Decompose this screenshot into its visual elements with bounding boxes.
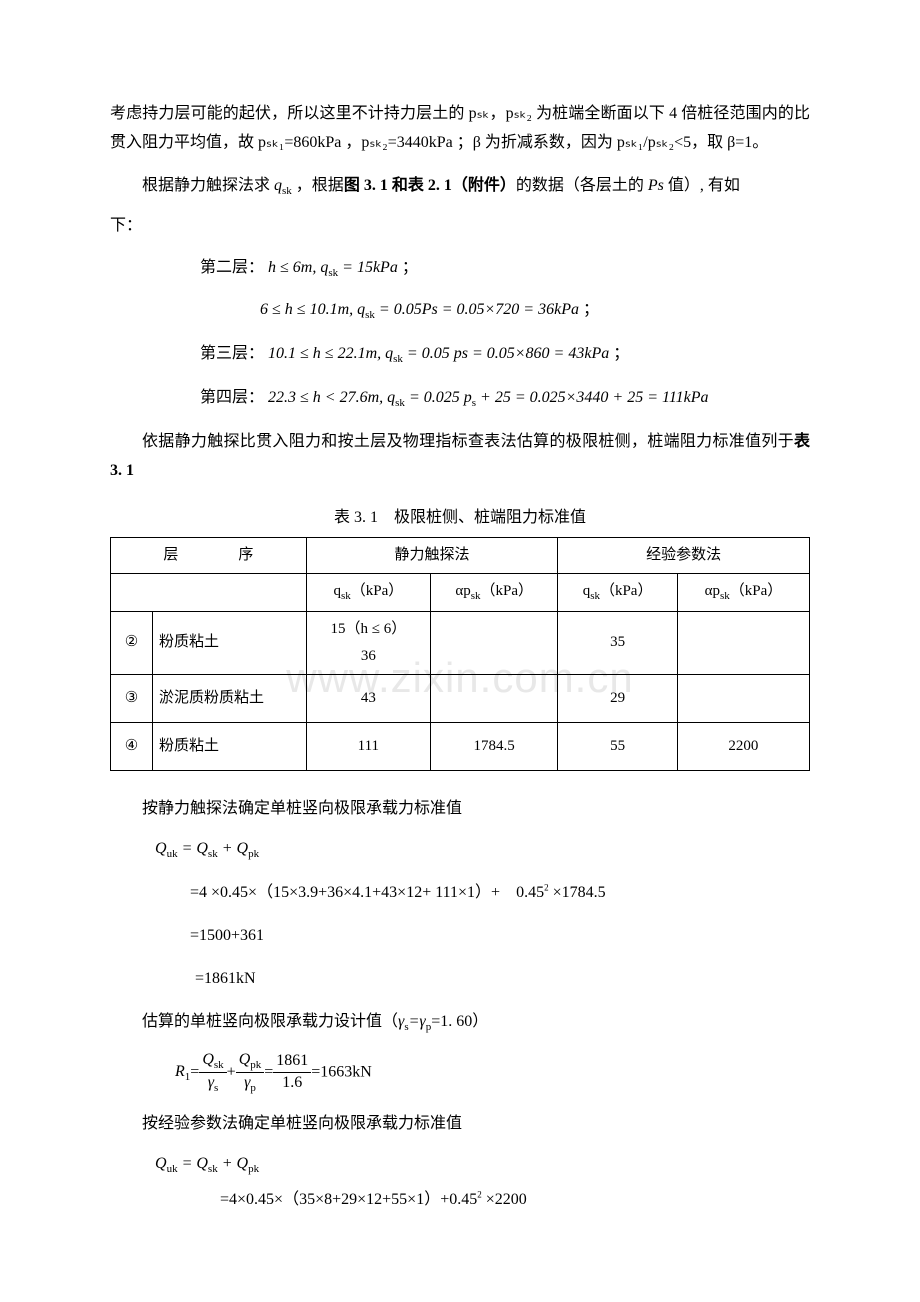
row-name: 淤泥质粉质粘土 <box>152 674 306 722</box>
p2-end: 值）, 有如 <box>668 177 740 194</box>
row-apsk2 <box>677 611 809 674</box>
eq1-line2: =4 ×0.45×（15×3.9+36×4.1+43×12+ 111×1）+ 0… <box>190 879 810 908</box>
row-apsk1: 1784.5 <box>431 722 558 770</box>
row-apsk2 <box>677 674 809 722</box>
table-row: ③ 淤泥质粉质粘土 43 29 <box>111 674 810 722</box>
row-num: ② <box>111 611 153 674</box>
row-qsk2: 55 <box>558 722 678 770</box>
section3-head: 按经验参数法确定单桩竖向极限承载力标准值 <box>110 1110 810 1139</box>
frac3: 18611.6 <box>273 1051 311 1094</box>
layer3-line: 第三层： 10.1 ≤ h ≤ 22.1m, qsk = 0.05 ps = 0… <box>200 340 810 370</box>
row-qsk1: 43 <box>306 674 430 722</box>
row-name: 粉质粘土 <box>152 722 306 770</box>
section1-head: 按静力触探法确定单桩竖向极限承载力标准值 <box>110 795 810 824</box>
eq2-r: R1 <box>175 1063 190 1080</box>
eq2: R1=Qskγs+Qpkγp=18611.6=1663kN <box>175 1050 810 1096</box>
s2-gamma: γs=γp <box>398 1013 431 1030</box>
row-qsk2: 35 <box>558 611 678 674</box>
th-empty <box>111 573 307 611</box>
row-name: 粉质粘土 <box>152 611 306 674</box>
table-row: ④ 粉质粘土 111 1784.5 55 2200 <box>111 722 810 770</box>
eq3-l2a: =4×0.45×（35×8+29×12+55×1）+ <box>220 1191 449 1208</box>
p2-mid: ，根据 <box>296 177 344 194</box>
th-apsk1: αpsk（kPa） <box>431 573 558 611</box>
p2-post: 的数据（各层土的 <box>516 177 644 194</box>
row-num: ③ <box>111 674 153 722</box>
eq1-line3: =1500+361 <box>190 922 810 951</box>
th-layer: 层 序 <box>111 537 307 573</box>
layer3-eq: 10.1 ≤ h ≤ 22.1m, qsk = 0.05 ps = 0.05×8… <box>268 345 609 362</box>
s2-val: =1. 60） <box>431 1013 488 1030</box>
eq1-l2c: ×1784.5 <box>549 884 606 901</box>
eq1-l2a: =4 ×0.45×（15×3.9+36×4.1+43×12+ 111×1）+ <box>190 884 516 901</box>
th-qsk2: qsk（kPa） <box>558 573 678 611</box>
frac1: Qskγs <box>199 1050 226 1096</box>
eq1-lhs: Quk = Qsk + Qpk <box>155 835 810 865</box>
paragraph-2: 根据静力触探法求 qsk ，根据图 3. 1 和表 2. 1（附件）的数据（各层… <box>110 172 810 202</box>
p2-bold: 图 3. 1 和表 2. 1（附件） <box>344 177 516 194</box>
row-qsk1: 15（h ≤ 6）36 <box>306 611 430 674</box>
table-row: ② 粉质粘土 15（h ≤ 6）36 35 <box>111 611 810 674</box>
row-apsk1 <box>431 611 558 674</box>
layer2-line2: 6 ≤ h ≤ 10.1m, qsk = 0.05Ps = 0.05×720 =… <box>260 296 810 326</box>
ps-var: Ps <box>644 177 668 194</box>
row-num: ④ <box>111 722 153 770</box>
section2-head: 估算的单桩竖向极限承载力设计值（γs=γp=1. 60） <box>110 1008 810 1038</box>
p2-pre: 根据静力触探法求 <box>142 177 270 194</box>
layer2-eq1: h ≤ 6m, qsk = 15kPa <box>268 259 398 276</box>
frac2: Qpkγp <box>236 1050 265 1096</box>
qsk-var: qsk <box>270 177 292 194</box>
eq3-l2b: 0.452 <box>449 1191 482 1208</box>
th-empirical: 经验参数法 <box>558 537 810 573</box>
layer4-label: 第四层： <box>200 389 264 406</box>
resistance-table: 层 序 静力触探法 经验参数法 qsk（kPa） αpsk（kPa） qsk（k… <box>110 537 810 771</box>
eq3-l2c: ×2200 <box>482 1191 527 1208</box>
layer2-eq2: 6 ≤ h ≤ 10.1m, qsk = 0.05Ps = 0.05×720 =… <box>260 301 579 318</box>
layer2-line1: 第二层： h ≤ 6m, qsk = 15kPa ； <box>200 254 810 284</box>
eq1-line4: =1861kN <box>195 965 810 994</box>
eq2-result: =1663kN <box>311 1063 372 1080</box>
table-caption: 表 3. 1 极限桩侧、桩端阻力标准值 <box>110 504 810 533</box>
eq3-lhs: Quk = Qsk + Qpk <box>155 1150 810 1180</box>
row-apsk1 <box>431 674 558 722</box>
layer2-label: 第二层： <box>200 259 264 276</box>
p2-below: 下： <box>110 212 810 241</box>
row-apsk2: 2200 <box>677 722 809 770</box>
th-apsk2: αpsk（kPa） <box>677 573 809 611</box>
s2-text: 估算的单桩竖向极限承载力设计值（ <box>142 1013 398 1030</box>
p3-text: 依据静力触探比贯入阻力和按土层及物理指标查表法估算的极限桩侧，桩端阻力标准值列于 <box>142 433 794 450</box>
layer4-line: 第四层： 22.3 ≤ h < 27.6m, qsk = 0.025 ps + … <box>200 384 810 414</box>
row-qsk1: 111 <box>306 722 430 770</box>
layer4-eq: 22.3 ≤ h < 27.6m, qsk = 0.025 ps + 25 = … <box>268 389 708 406</box>
paragraph-3: 依据静力触探比贯入阻力和按土层及物理指标查表法估算的极限桩侧，桩端阻力标准值列于… <box>110 428 810 486</box>
row-qsk2: 29 <box>558 674 678 722</box>
th-static: 静力触探法 <box>306 537 558 573</box>
paragraph-1: 考虑持力层可能的起伏，所以这里不计持力层土的 pₛₖ，pₛₖ₂ 为桩端全断面以下… <box>110 100 810 158</box>
eq3-line2: =4×0.45×（35×8+29×12+55×1）+0.452 ×2200 <box>220 1186 810 1215</box>
th-qsk1: qsk（kPa） <box>306 573 430 611</box>
eq1-l2b: 0.452 <box>516 884 549 901</box>
document-body: 考虑持力层可能的起伏，所以这里不计持力层土的 pₛₖ，pₛₖ₂ 为桩端全断面以下… <box>110 100 810 1215</box>
layer3-label: 第三层： <box>200 345 264 362</box>
